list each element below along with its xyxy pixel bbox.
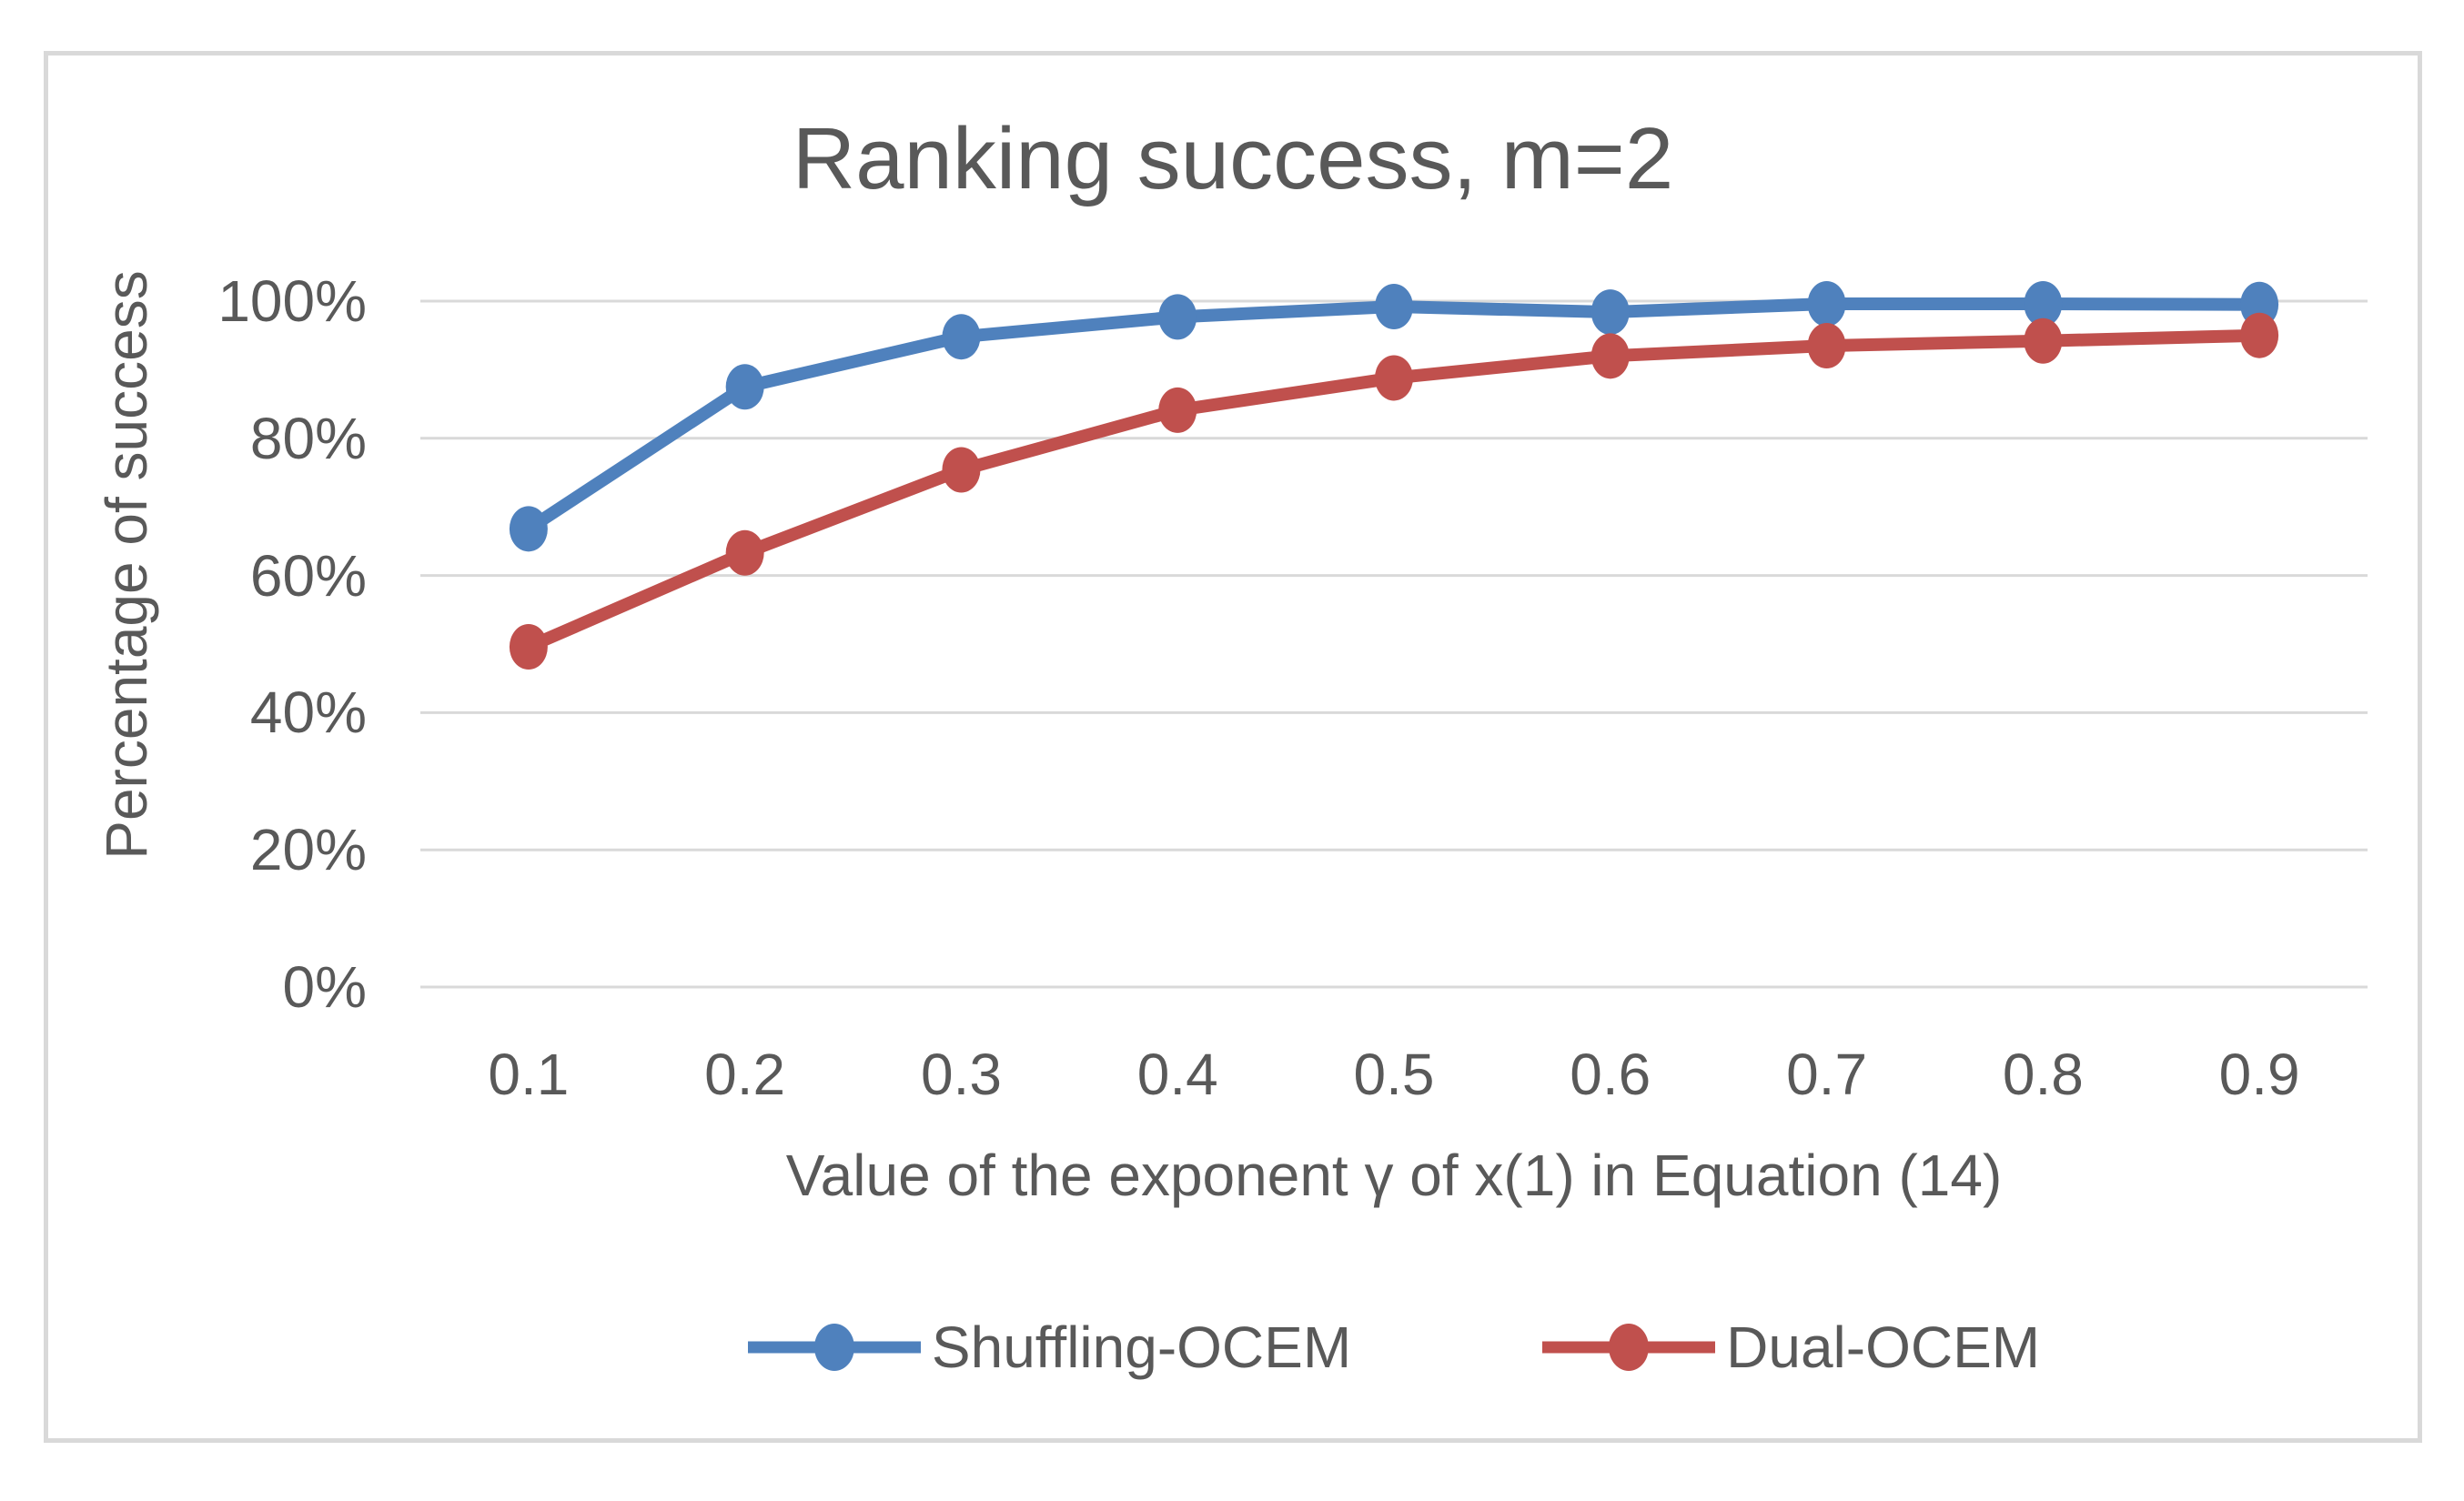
data-point-dual-ocem	[942, 447, 981, 493]
data-point-shuffling-ocem	[509, 506, 548, 552]
legend-marker-shuffling-ocem	[747, 1324, 921, 1371]
x-tick-label: 0.9	[2218, 1042, 2300, 1107]
y-tick-label: 40%	[249, 680, 367, 746]
legend-marker-dual-ocem	[1542, 1324, 1716, 1371]
y-tick-label: 100%	[217, 268, 367, 334]
data-point-dual-ocem	[1158, 387, 1197, 433]
x-tick-label: 0.8	[2002, 1042, 2084, 1107]
x-tick-label: 0.1	[488, 1042, 570, 1107]
data-point-dual-ocem	[2024, 317, 2063, 364]
data-point-shuffling-ocem	[2024, 281, 2063, 327]
y-tick-label: 20%	[249, 817, 367, 883]
y-tick-label: 0%	[282, 954, 368, 1020]
data-point-dual-ocem	[1590, 333, 1630, 379]
chart-container: Ranking success, m=2 Percentage of succe…	[44, 51, 2422, 1443]
data-point-dual-ocem	[2240, 312, 2279, 358]
data-point-dual-ocem	[509, 624, 548, 670]
data-point-dual-ocem	[1807, 323, 1846, 369]
x-tick-label: 0.4	[1136, 1042, 1218, 1107]
x-tick-label: 0.3	[920, 1042, 1002, 1107]
x-tick-label: 0.2	[704, 1042, 786, 1107]
legend: Shuffling-OCEM Dual-OCEM	[420, 1305, 2368, 1389]
data-point-shuffling-ocem	[942, 314, 981, 360]
data-point-shuffling-ocem	[1807, 281, 1846, 327]
data-point-dual-ocem	[1375, 355, 1413, 401]
data-point-shuffling-ocem	[1590, 289, 1630, 336]
chart-title: Ranking success, m=2	[792, 110, 1674, 207]
legend-label-dual-ocem: Dual-OCEM	[1726, 1315, 2041, 1380]
legend-label-shuffling-ocem: Shuffling-OCEM	[931, 1315, 1352, 1380]
y-tick-label: 80%	[249, 405, 367, 471]
legend-item-dual-ocem: Dual-OCEM	[1542, 1311, 2040, 1384]
data-point-shuffling-ocem	[1158, 294, 1197, 340]
plot-area	[420, 281, 2368, 989]
data-point-dual-ocem	[725, 529, 764, 576]
x-tick-label: 0.5	[1353, 1042, 1435, 1107]
x-tick-label: 0.6	[1570, 1042, 1651, 1107]
x-axis-title: Value of the exponent γ of x(1) in Equat…	[785, 1143, 2003, 1208]
y-tick-label: 60%	[249, 542, 367, 609]
data-point-shuffling-ocem	[725, 364, 764, 410]
legend-item-shuffling-ocem: Shuffling-OCEM	[747, 1311, 1352, 1384]
data-point-shuffling-ocem	[1375, 284, 1413, 330]
x-tick-label: 0.7	[1786, 1042, 1868, 1107]
